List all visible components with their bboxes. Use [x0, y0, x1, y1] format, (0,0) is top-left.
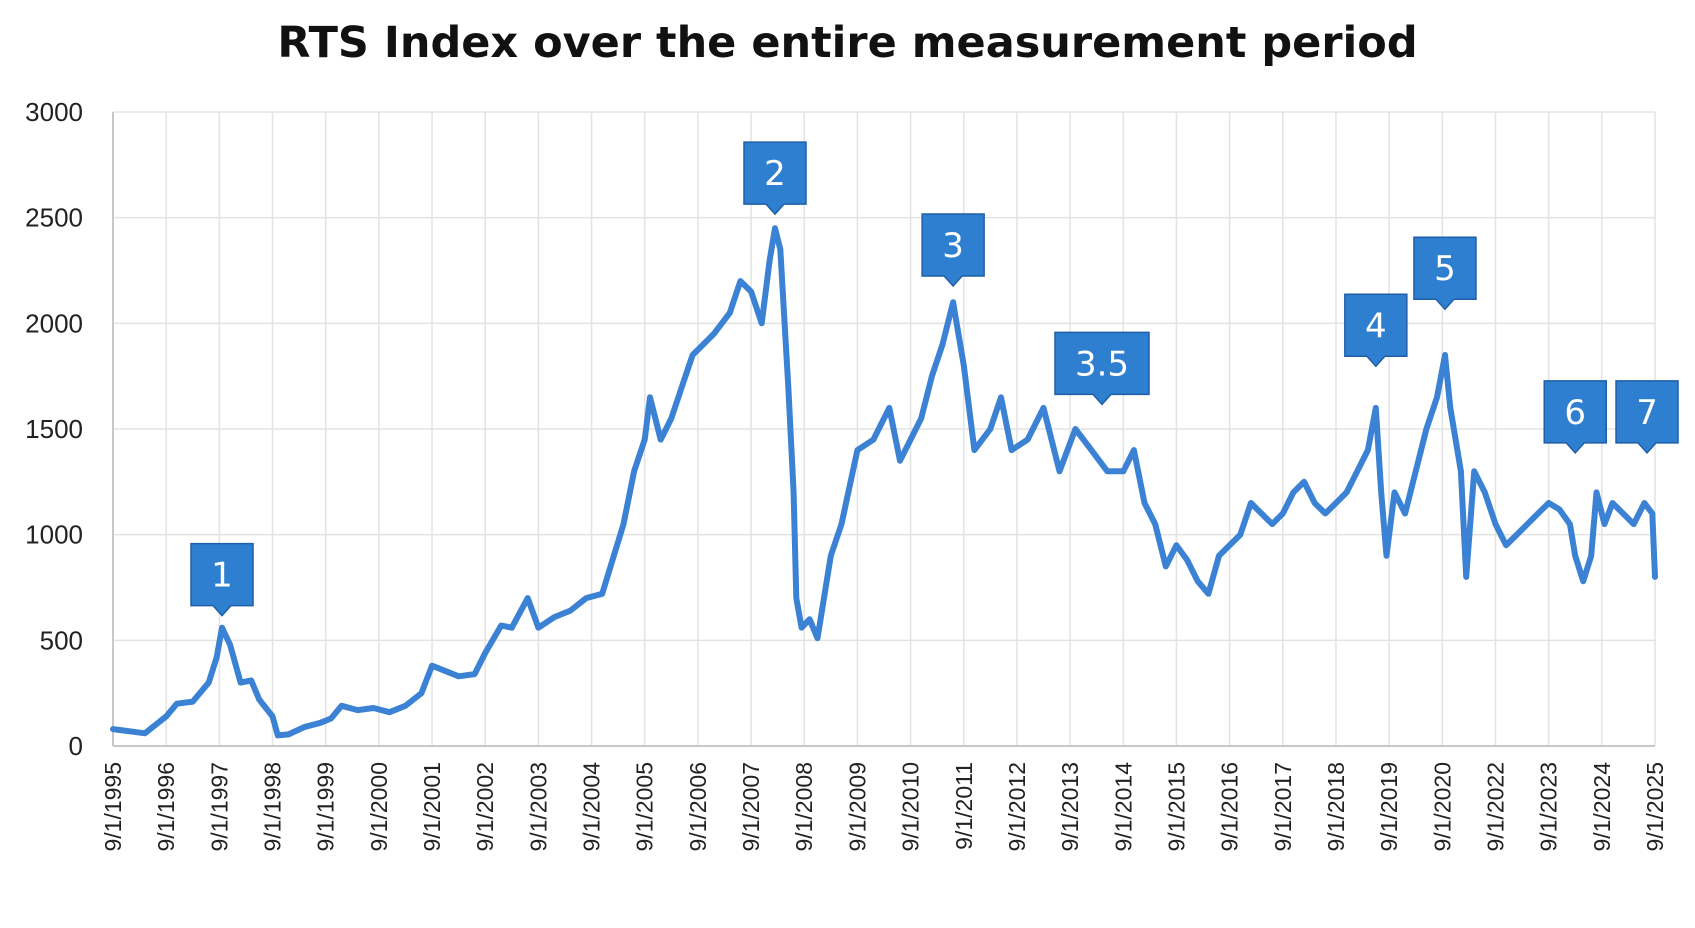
- callout-1: 1: [190, 542, 254, 617]
- callout-7: 7: [1615, 380, 1679, 455]
- callout-6: 6: [1543, 380, 1607, 455]
- y-tick-label: 2500: [25, 203, 83, 233]
- x-tick-label: 9/1/1999: [313, 762, 339, 852]
- callout-2: 2: [743, 141, 807, 216]
- callout-box: [1615, 380, 1679, 455]
- x-tick-label: 9/1/2023: [1536, 762, 1562, 852]
- callout-3.5: 3.5: [1054, 331, 1150, 406]
- callout-label: 3: [942, 226, 964, 266]
- x-tick-label: 9/1/1998: [260, 762, 286, 852]
- callout-label: 7: [1636, 393, 1658, 433]
- x-tick-label: 9/1/2006: [685, 762, 711, 852]
- chart-title: RTS Index over the entire measurement pe…: [277, 18, 1418, 68]
- callout-box: [1543, 380, 1607, 455]
- x-tick-label: 9/1/2011: [951, 762, 977, 850]
- x-tick-label: 9/1/2000: [366, 762, 392, 852]
- x-tick-label: 9/1/1997: [206, 762, 232, 852]
- y-tick-label: 3000: [25, 97, 83, 127]
- x-axis-tick-labels: 9/1/1995 9/1/1996 9/1/1997 9/1/1998 9/1/1999…: [100, 762, 1668, 852]
- callout-3: 3: [921, 213, 985, 288]
- callout-box: [743, 141, 807, 216]
- x-tick-label: 9/1/2010: [898, 762, 924, 852]
- callout-box: [190, 542, 254, 617]
- x-tick-label: 9/1/2016: [1217, 762, 1243, 852]
- callout-label: 1: [211, 556, 233, 596]
- callout-label: 6: [1564, 393, 1586, 433]
- x-tick-label: 9/1/2001: [419, 762, 445, 852]
- callout-label: 5: [1434, 249, 1456, 289]
- x-tick-label: 9/1/2012: [1004, 762, 1030, 852]
- y-axis-tick-labels: 0 500 1000 1500 2000 2500 3000: [25, 97, 83, 761]
- x-tick-label: 9/1/1995: [100, 762, 126, 852]
- callout-label: 3.5: [1075, 344, 1129, 384]
- x-tick-label: 9/1/2002: [472, 762, 498, 852]
- callout-box: [1344, 293, 1408, 368]
- callouts: 1 2 3 3.5 4 5 6 7: [190, 141, 1679, 617]
- x-tick-label: 9/1/2017: [1270, 762, 1296, 852]
- x-tick-label: 9/1/2004: [579, 762, 605, 852]
- y-tick-label: 1500: [25, 414, 83, 444]
- x-tick-label: 9/1/2022: [1482, 762, 1508, 852]
- callout-label: 4: [1365, 306, 1387, 346]
- y-tick-label: 2000: [25, 308, 83, 338]
- x-tick-label: 9/1/2009: [844, 762, 870, 852]
- series-line: [110, 225, 1658, 739]
- grid-lines: [113, 111, 1656, 746]
- axes: [112, 112, 1655, 747]
- x-tick-label: 9/1/2013: [1057, 762, 1083, 852]
- y-tick-label: 1000: [25, 520, 83, 550]
- x-tick-label: 9/1/2015: [1163, 762, 1189, 852]
- y-tick-label: 0: [69, 731, 83, 761]
- callout-box: [921, 213, 985, 288]
- y-tick-label: 500: [40, 625, 83, 655]
- x-tick-label: 9/1/2007: [738, 762, 764, 852]
- callout-box: [1054, 331, 1150, 406]
- x-tick-label: 9/1/1996: [153, 762, 179, 852]
- x-tick-label: 9/1/2014: [1110, 762, 1136, 852]
- x-tick-label: 9/1/2005: [632, 762, 658, 852]
- callout-4: 4: [1344, 293, 1408, 368]
- x-tick-label: 9/1/2025: [1642, 762, 1668, 852]
- x-tick-label: 9/1/2003: [525, 762, 551, 852]
- x-tick-label: 9/1/2024: [1589, 762, 1615, 852]
- callout-label: 2: [764, 154, 786, 194]
- x-tick-label: 9/1/2008: [791, 762, 817, 852]
- series-layer: [110, 225, 1658, 739]
- x-tick-label: 9/1/2020: [1429, 762, 1455, 852]
- x-tick-label: 9/1/2019: [1376, 762, 1402, 852]
- callout-box: [1413, 236, 1477, 311]
- callout-5: 5: [1413, 236, 1477, 311]
- x-tick-label: 9/1/2018: [1323, 762, 1349, 852]
